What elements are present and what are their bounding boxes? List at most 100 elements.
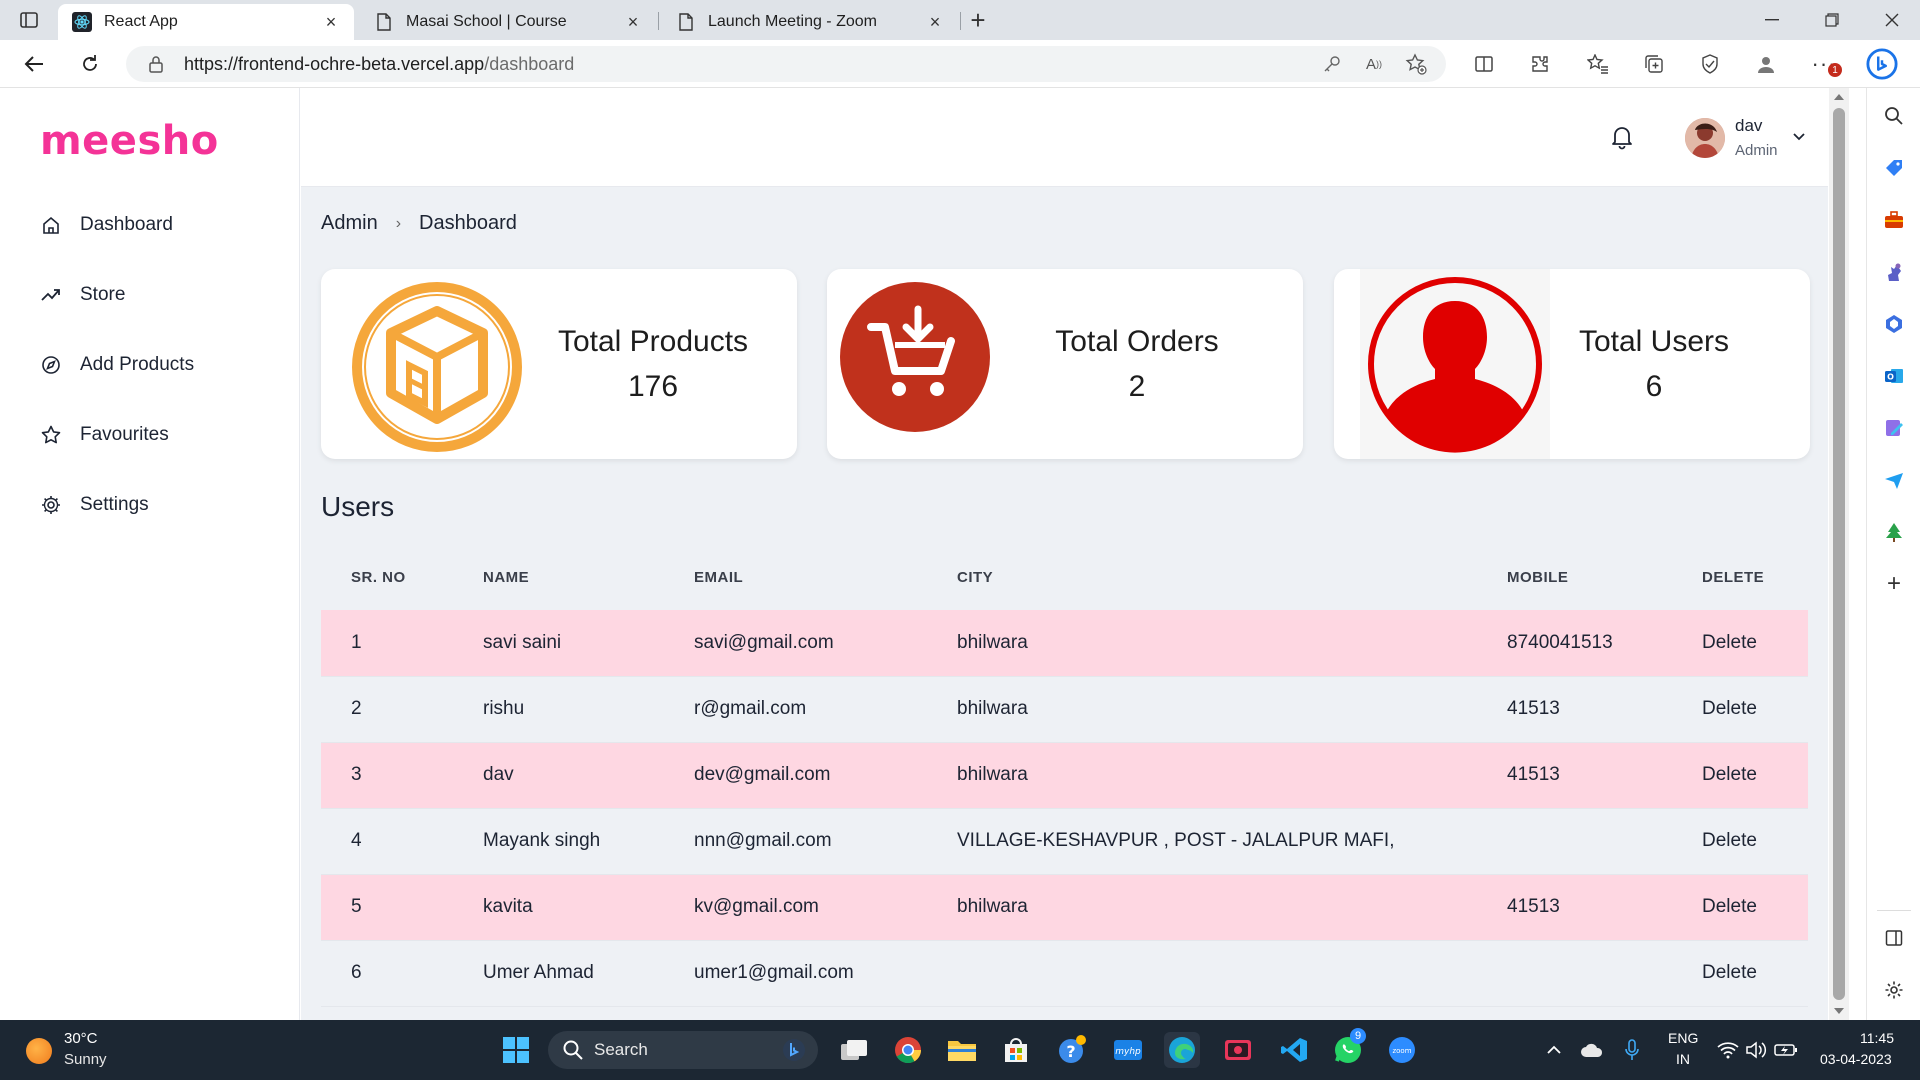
microphone-icon[interactable] [1620, 1038, 1644, 1062]
extensions-icon[interactable] [1524, 49, 1556, 79]
add-icon[interactable]: + [1886, 570, 1901, 597]
close-window-button[interactable] [1874, 6, 1910, 34]
browser-essentials-icon[interactable] [1694, 49, 1726, 79]
close-icon[interactable]: × [325, 11, 337, 32]
myhp-icon[interactable]: myhp [1110, 1032, 1146, 1068]
tab-masai-school[interactable]: Masai School | Course × [360, 4, 656, 40]
box-icon [351, 281, 523, 453]
language-indicator[interactable]: ENG [1668, 1030, 1699, 1046]
microsoft-store-icon[interactable] [998, 1032, 1034, 1068]
lock-icon[interactable] [148, 55, 166, 73]
favorite-add-icon[interactable] [1404, 52, 1428, 76]
cell-email: kv@gmail.com [664, 874, 927, 941]
cell-mobile [1477, 940, 1672, 1007]
search-placeholder: Search [594, 1040, 648, 1059]
compass-icon [40, 354, 62, 376]
delete-button[interactable]: Delete [1672, 742, 1808, 809]
user-name[interactable]: dav [1735, 116, 1763, 135]
region-indicator[interactable]: IN [1676, 1051, 1690, 1067]
read-aloud-icon[interactable]: A)) [1365, 55, 1382, 73]
tab-launch-meeting[interactable]: Launch Meeting - Zoom × [662, 4, 958, 40]
scroll-down-arrow[interactable] [1834, 1008, 1844, 1014]
url-path: /dashboard [484, 53, 575, 74]
microsoft-365-icon[interactable] [1882, 312, 1906, 336]
battery-icon[interactable] [1774, 1038, 1798, 1062]
collections-icon[interactable] [1638, 49, 1670, 79]
settings-icon[interactable] [1882, 978, 1906, 1002]
show-hidden-icons-chevron-icon[interactable] [1542, 1038, 1566, 1062]
outlook-icon[interactable]: O [1882, 364, 1906, 388]
profile-icon[interactable] [1750, 49, 1782, 79]
copilot-icon[interactable] [1866, 48, 1898, 80]
clock-time[interactable]: 11:45 [1860, 1030, 1894, 1046]
favorites-icon[interactable] [1582, 49, 1614, 79]
back-button[interactable] [18, 49, 50, 79]
chrome-icon[interactable] [890, 1032, 926, 1068]
new-tab-button[interactable]: + [970, 4, 986, 35]
volume-icon[interactable] [1744, 1038, 1768, 1062]
cell-sr-no: 6 [321, 940, 453, 1007]
close-icon[interactable]: × [929, 11, 941, 32]
avatar[interactable] [1685, 118, 1725, 158]
wifi-icon[interactable] [1716, 1038, 1740, 1062]
edge-icon[interactable] [1164, 1032, 1200, 1068]
delete-button[interactable]: Delete [1672, 676, 1808, 743]
windows-start-icon[interactable] [498, 1032, 534, 1068]
minimize-button[interactable] [1754, 6, 1790, 34]
screen-recorder-icon[interactable] [1220, 1032, 1256, 1068]
meesho-logo[interactable]: meesho [40, 118, 219, 164]
sidebar-item-add-products[interactable]: Add Products [40, 350, 194, 380]
weather-temperature[interactable]: 30°C [64, 1030, 98, 1047]
tab-react-app[interactable]: React App × [58, 4, 354, 40]
restore-button[interactable] [1814, 6, 1850, 34]
chevron-down-icon[interactable] [1791, 128, 1807, 144]
split-screen-icon[interactable] [1468, 49, 1500, 79]
taskbar-search-box[interactable]: Search [548, 1031, 818, 1069]
page-scrollbar[interactable] [1829, 88, 1849, 1020]
sidebar-item-store[interactable]: Store [40, 280, 125, 310]
delete-button[interactable]: Delete [1672, 874, 1808, 941]
sun-icon[interactable] [26, 1038, 52, 1064]
address-bar[interactable]: https://frontend-ochre-beta.vercel.app/d… [126, 46, 1446, 82]
clock-date[interactable]: 03-04-2023 [1820, 1051, 1892, 1067]
games-icon[interactable] [1882, 260, 1906, 284]
shopping-tag-icon[interactable] [1882, 156, 1906, 180]
tools-briefcase-icon[interactable] [1882, 208, 1906, 232]
delete-button[interactable]: Delete [1672, 808, 1808, 875]
table-row: 3 dav dev@gmail.com bhilwara 41513 Delet… [321, 742, 1808, 809]
sidebar-item-label: Add Products [80, 354, 195, 375]
task-view-icon[interactable] [836, 1032, 872, 1068]
sidebar-item-dashboard[interactable]: Dashboard [40, 210, 173, 240]
column-header-email: EMAIL [694, 568, 744, 586]
column-header-city: CITY [957, 568, 994, 586]
file-explorer-icon[interactable] [944, 1032, 980, 1068]
get-help-icon[interactable]: ? [1054, 1032, 1090, 1068]
react-icon [72, 12, 92, 32]
breadcrumb-admin[interactable]: Admin [321, 212, 378, 234]
designer-icon[interactable] [1882, 416, 1906, 440]
delete-button[interactable]: Delete [1672, 610, 1808, 677]
vscode-icon[interactable] [1276, 1032, 1312, 1068]
more-menu-icon[interactable]: ··· 1 [1808, 49, 1842, 79]
onedrive-cloud-icon[interactable] [1580, 1038, 1604, 1062]
zoom-icon[interactable]: zoom [1384, 1032, 1420, 1068]
tab-title: Masai School | Course [406, 13, 567, 30]
whatsapp-icon[interactable]: 9 [1330, 1028, 1366, 1068]
cell-name: Umer Ahmad [453, 940, 664, 1007]
send-icon[interactable] [1882, 468, 1906, 492]
hide-sidebar-icon[interactable] [1882, 926, 1906, 950]
sidebar-item-settings[interactable]: Settings [40, 490, 149, 520]
close-icon[interactable]: × [627, 11, 639, 32]
search-icon[interactable] [1882, 104, 1906, 128]
weather-description[interactable]: Sunny [64, 1051, 107, 1068]
bell-icon[interactable] [1611, 124, 1635, 150]
key-icon[interactable] [1320, 52, 1344, 76]
scroll-up-arrow[interactable] [1834, 94, 1844, 100]
scrollbar-thumb[interactable] [1833, 108, 1845, 1000]
table-row: 4 Mayank singh nnn@gmail.com VILLAGE-KES… [321, 808, 1808, 875]
refresh-button[interactable] [74, 49, 106, 79]
tab-actions-icon[interactable] [14, 8, 44, 32]
tree-icon[interactable] [1882, 520, 1906, 544]
sidebar-item-favourites[interactable]: Favourites [40, 420, 169, 450]
delete-button[interactable]: Delete [1672, 940, 1808, 1007]
